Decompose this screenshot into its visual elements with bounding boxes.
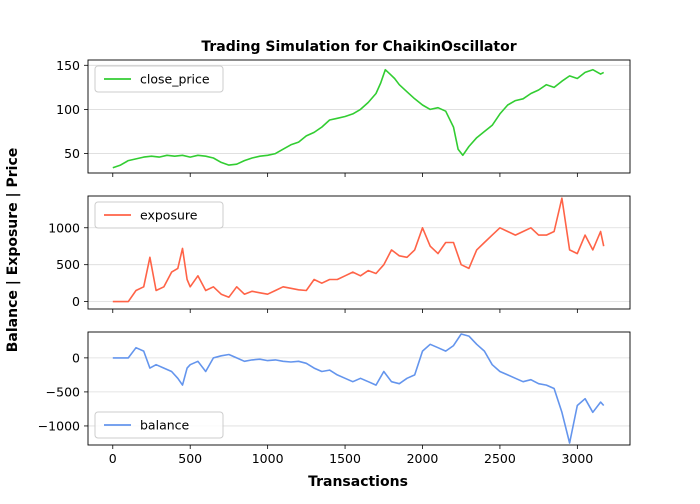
series-line-balance bbox=[112, 333, 605, 444]
chart-title: Trading Simulation for ChaikinOscillator bbox=[201, 39, 516, 55]
x-axis-label: Transactions bbox=[308, 474, 408, 490]
legend-label: close_price bbox=[140, 72, 210, 87]
x-tick-label: 0 bbox=[109, 451, 117, 466]
panel-close_price: 50 100 150 close_price bbox=[56, 58, 631, 177]
x-tick-label: 1500 bbox=[329, 451, 361, 466]
y-tick-label: 0 bbox=[72, 350, 80, 365]
y-tick-label: 500 bbox=[56, 257, 80, 272]
legend-box bbox=[94, 411, 224, 439]
y-tick-label: −500 bbox=[46, 384, 80, 399]
y-tick-label: 1000 bbox=[48, 220, 80, 235]
y-tick-label: 100 bbox=[56, 102, 80, 117]
legend-exposure: exposure bbox=[94, 201, 224, 229]
axes-frame bbox=[87, 59, 631, 174]
series-line-exposure bbox=[112, 197, 605, 303]
x-tick-label: 1000 bbox=[252, 451, 284, 466]
x-tick-label: 2500 bbox=[484, 451, 516, 466]
y-tick-label: 50 bbox=[64, 146, 80, 161]
y-tick-label: 0 bbox=[72, 294, 80, 309]
axes-frame bbox=[87, 195, 631, 310]
x-tick-label: 3000 bbox=[561, 451, 593, 466]
series-line-close_price bbox=[112, 68, 605, 169]
panels-layer: 50 100 150 close_price 0 500 1000 exposure −1000… bbox=[38, 58, 631, 466]
panel-balance: −1000 −500 0 0 500 1000 1500 2000 2500 3000 balanc… bbox=[38, 331, 631, 466]
legend-close_price: close_price bbox=[94, 65, 224, 93]
y-axis-label: Balance | Exposure | Price bbox=[5, 148, 21, 353]
y-tick-label: −1000 bbox=[38, 418, 80, 433]
legend-label: balance bbox=[140, 418, 190, 433]
axes-frame bbox=[87, 331, 631, 446]
legend-balance: balance bbox=[94, 411, 224, 439]
y-tick-label: 150 bbox=[56, 58, 80, 73]
x-tick-label: 2000 bbox=[407, 451, 439, 466]
legend-label: exposure bbox=[140, 208, 198, 223]
legend-box bbox=[94, 201, 224, 229]
panel-exposure: 0 500 1000 exposure bbox=[48, 195, 631, 313]
legend-box bbox=[94, 65, 224, 93]
x-tick-label: 500 bbox=[178, 451, 202, 466]
